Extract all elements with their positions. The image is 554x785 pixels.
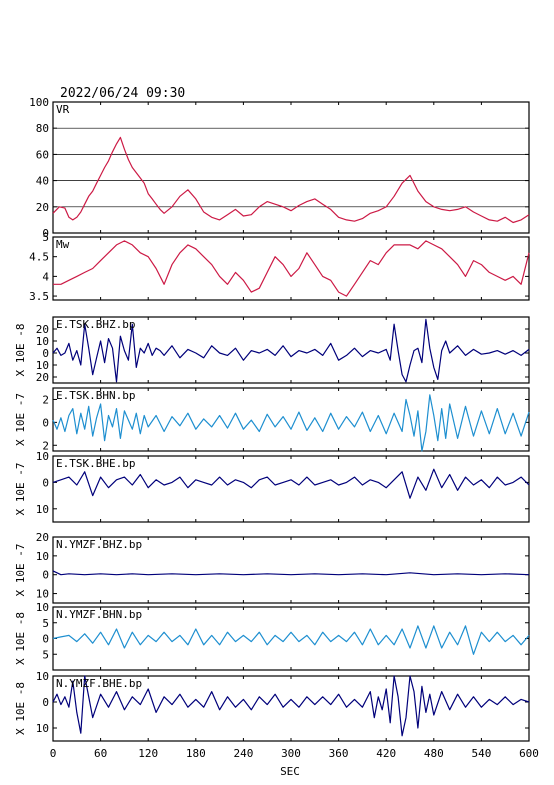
y-tick-label: 10 [36,601,49,614]
y-tick-label: 10 [36,722,49,735]
panel-ymzf-bhn: 5 0 5 10 N.YMZF.BHN.bp X 10E -8 [14,601,530,671]
y-tick-label: 100 [29,96,49,109]
y-tick-label: 0 [42,633,49,646]
panel-label: N.YMZF.BHE.bp [56,677,142,690]
y-tick-label: 5 [42,231,49,244]
x-tick-label: 240 [233,747,253,760]
y-tick-label: 0 [42,476,49,489]
y-tick-label: 0 [42,347,49,360]
y-axis-label: X 10E -8 [14,682,27,735]
y-tick-label: 5 [42,648,49,661]
y-tick-label: 20 [36,201,49,214]
y-tick-label: 2 [42,393,49,406]
y-tick-label: 60 [36,148,49,161]
x-tick-label: 300 [281,747,301,760]
series-line-ymzf-bhz [52,570,530,576]
series-line-mw [53,240,530,297]
series-line-tsk-bhz [52,318,530,383]
y-tick-label: 20 [36,371,49,384]
y-tick-label: 5 [42,617,49,630]
y-tick-label: 10 [36,670,49,683]
panel-frame [52,236,530,301]
x-tick-label: 360 [329,747,349,760]
x-tick-label: 180 [186,747,206,760]
series-line-ymzf-bhe [52,675,530,737]
x-axis: 0 60 120 180 240 300 360 420 480 540 600 [50,747,539,760]
panel-mw: 3.5 4 4.5 5 Mw [29,231,530,303]
x-tick-label: 120 [138,747,158,760]
y-tick-label: 3.5 [29,290,49,303]
series-line-ymzf-bhn [52,625,530,655]
y-tick-label: 80 [36,122,49,135]
y-tick-label: 40 [36,175,49,188]
x-tick-label: 480 [424,747,444,760]
series-line-tsk-bhe [52,468,530,499]
y-tick-label: 10 [36,450,49,463]
series-line-tsk-bhn [52,394,530,452]
y-tick-label: 10 [36,335,49,348]
y-tick-label: 20 [36,323,49,336]
y-tick-label: 4 [42,270,49,283]
x-tick-label: 420 [376,747,396,760]
panel-label: VR [56,103,70,116]
panel-ymzf-bhe: 10 0 10 N.YMZF.BHE.bp X 10E -8 [14,670,530,742]
y-tick-label: 10 [36,503,49,516]
series-line-vr [52,136,530,224]
y-tick-label: 20 [36,531,49,544]
panel-label: E.TSK.BHE.bp [56,457,135,470]
x-axis-label: SEC [280,765,300,778]
y-tick-label: 0 [42,416,49,429]
y-axis-label: X 10E -7 [14,463,27,516]
panel-ymzf-bhz: 10 0 10 20 N.YMZF.BHZ.bp X 10E -7 [14,531,530,604]
panel-frame [52,101,530,234]
y-tick-label: 10 [36,359,49,372]
y-axis-label: X 10E -8 [14,612,27,665]
y-axis-label: X 10E -7 [14,393,27,446]
y-tick-label: 0 [42,696,49,709]
panel-vr: 0 20 40 60 80 100 VR [29,96,530,240]
panel-label: Mw [56,238,70,251]
y-tick-label: 10 [36,550,49,563]
panel-tsk-bhn: 2 0 2 E.TSK.BHN.bp X 10E -7 [14,387,530,452]
y-tick-label: 0 [42,227,49,240]
panel-tsk-bhe: 10 0 10 E.TSK.BHE.bp X 10E -7 [14,450,530,523]
panel-label: N.YMZF.BHN.bp [56,608,142,621]
y-axis-label: X 10E -8 [14,324,27,377]
x-tick-label: 60 [94,747,107,760]
panel-label: E.TSK.BHZ.bp [56,318,135,331]
y-axis-label: X 10E -7 [14,544,27,597]
panel-label: E.TSK.BHN.bp [56,389,135,402]
x-tick-label: 540 [471,747,491,760]
y-tick-label: 2 [42,439,49,452]
y-tick-label: 0 [42,569,49,582]
x-tick-label: 0 [50,747,57,760]
figure-datetime: 2022/06/24 09:30 [60,86,185,101]
y-tick-label: 10 [36,588,49,601]
x-tick-label: 600 [519,747,539,760]
panel-label: N.YMZF.BHZ.bp [56,538,142,551]
y-tick-label: 4.5 [29,251,49,264]
